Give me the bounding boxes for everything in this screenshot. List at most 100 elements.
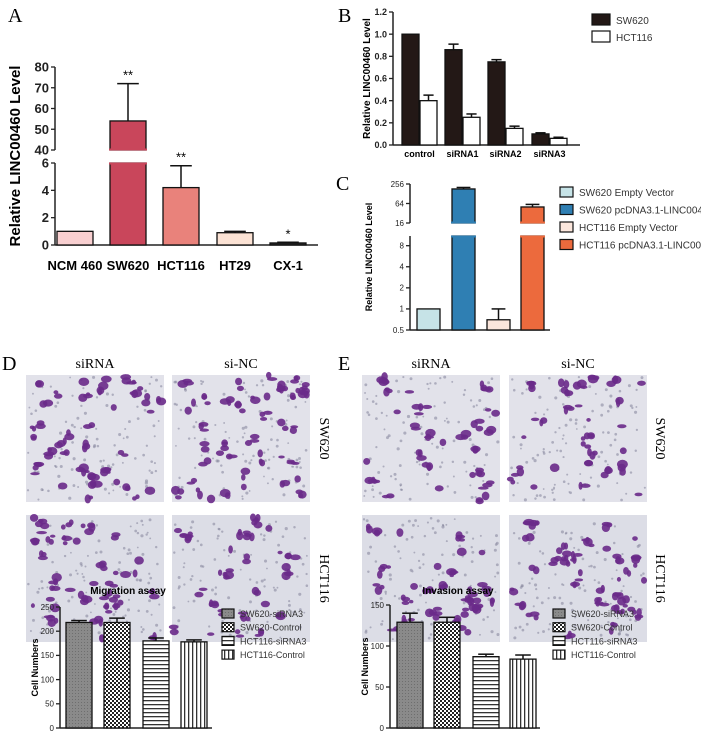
legend-label: SW620-Control	[571, 623, 633, 633]
bar	[444, 49, 463, 146]
legend-entry: HCT116-Control	[552, 649, 636, 660]
y-tick-label: 60	[35, 101, 49, 116]
bar	[419, 100, 438, 146]
y-tick-label: 50	[45, 700, 54, 709]
panel-label-e: E	[338, 353, 350, 375]
chart-c: 0.5 1 2 4 8 16 64 256 Relative LINC00460 Level SW…	[364, 180, 701, 335]
bar	[269, 242, 307, 246]
bar	[531, 133, 550, 146]
bar	[162, 186, 200, 246]
legend-entry: SW620-siRNA3	[552, 608, 634, 619]
micrograph-image	[171, 371, 310, 504]
y-tick-label: 0.6	[374, 74, 387, 84]
x-tick-label: siRNA2	[489, 149, 521, 159]
micrograph-image	[26, 513, 164, 643]
legend-entry: SW620 Empty Vector	[559, 186, 675, 199]
legend-label: SW620 pcDNA3.1-LINC00460	[579, 206, 701, 217]
x-tick-label: SW620	[107, 258, 150, 273]
legend-label: SW620-Control	[240, 623, 302, 633]
bar	[396, 621, 424, 729]
legend-label: HCT116-Control	[240, 650, 305, 660]
legend-entry: SW620-Control	[552, 622, 633, 633]
y-axis-label: Cell Numbers	[30, 638, 40, 696]
bar	[216, 232, 254, 246]
y-tick-label: 6	[42, 156, 49, 171]
legend-swatch	[552, 649, 566, 660]
legend-swatch	[552, 635, 566, 647]
x-tick-label: siRNA3	[533, 149, 565, 159]
legend-entry: SW620-siRNA3	[221, 608, 303, 619]
legend-label: HCT116 pcDNA3.1-LINC00460	[579, 241, 701, 252]
y-tick-label: 0.0	[374, 140, 387, 150]
y-tick-label: 256	[391, 180, 405, 189]
column-label: si-NC	[224, 357, 257, 372]
legend-entry: HCT116 Empty Vector	[559, 221, 678, 234]
y-axis-label: Relative LINC00460 Level	[7, 66, 24, 247]
bar	[142, 640, 170, 729]
y-tick-label: 200	[41, 627, 55, 636]
legend-entry: SW620-Control	[221, 622, 302, 633]
bar	[180, 641, 208, 729]
legend-swatch	[559, 203, 574, 216]
micrograph-image	[506, 374, 647, 502]
bar	[462, 116, 481, 146]
chart-title: Invasion assay	[422, 586, 494, 597]
significance-mark: **	[176, 150, 186, 165]
bar	[509, 658, 537, 729]
y-tick-label: 64	[395, 199, 404, 208]
y-axis-label: Relative LINC00460 Level	[364, 203, 374, 312]
panel-label-a: A	[8, 5, 23, 27]
bar	[451, 188, 476, 331]
legend-label: HCT116-siRNA3	[240, 636, 306, 646]
chart-e: 0 50 100 150 Cell Numbers Invasion assay SW620…	[360, 586, 637, 733]
bar	[520, 206, 545, 331]
legend-entry: HCT116-siRNA3	[552, 635, 637, 647]
row-label: HCT116	[316, 554, 331, 602]
x-tick-label: HCT116	[157, 258, 205, 273]
bar	[433, 621, 461, 729]
bar	[416, 308, 441, 331]
bar	[505, 127, 524, 146]
row-label: SW620	[652, 418, 667, 460]
micrograph-panel-d: siRNA si-NC SW620 HCT116	[26, 357, 331, 643]
legend-label: SW620	[616, 16, 649, 27]
row-label: HCT116	[652, 554, 667, 602]
legend-label: SW620 Empty Vector	[579, 188, 675, 199]
y-tick-label: 0.4	[374, 96, 387, 106]
significance-mark: *	[285, 226, 290, 241]
y-tick-label: 150	[41, 651, 55, 660]
legend-swatch	[552, 622, 566, 633]
bar	[401, 33, 420, 146]
y-tick-label: 0	[42, 238, 49, 253]
y-tick-label: 40	[35, 143, 49, 158]
legend-swatch	[221, 649, 235, 660]
micrograph-image	[362, 515, 500, 642]
legend-entry: SW620 pcDNA3.1-LINC00460	[559, 203, 701, 217]
legend-entry: HCT116 pcDNA3.1-LINC00460	[559, 238, 701, 252]
x-tick-label: NCM 460	[48, 258, 103, 273]
legend-swatch	[221, 635, 235, 647]
legend-swatch	[559, 221, 574, 233]
y-tick-label: 100	[371, 642, 385, 651]
y-tick-label: 2	[400, 284, 405, 293]
x-tick-label: control	[404, 149, 435, 159]
legend-label: HCT116-Control	[571, 650, 636, 660]
x-tick-label: CX-1	[273, 258, 303, 273]
y-tick-label: 0.5	[393, 326, 405, 335]
y-tick-label: 250	[41, 603, 55, 612]
row-label: SW620	[316, 418, 331, 460]
legend-swatch	[591, 30, 611, 43]
micrograph-image	[26, 374, 167, 504]
chart-d: 0 50 100 150 200 250 Cell Numbers Migration ass…	[30, 586, 306, 733]
bar	[103, 621, 131, 729]
bar	[65, 621, 93, 729]
bar	[56, 230, 94, 246]
y-tick-label: 100	[41, 675, 55, 684]
y-tick-label: 1.2	[374, 7, 387, 17]
bar	[487, 61, 506, 146]
micrograph-image	[509, 515, 648, 642]
column-label: siRNA	[412, 357, 452, 372]
y-tick-label: 2	[42, 210, 49, 225]
y-tick-label: 50	[35, 122, 49, 137]
